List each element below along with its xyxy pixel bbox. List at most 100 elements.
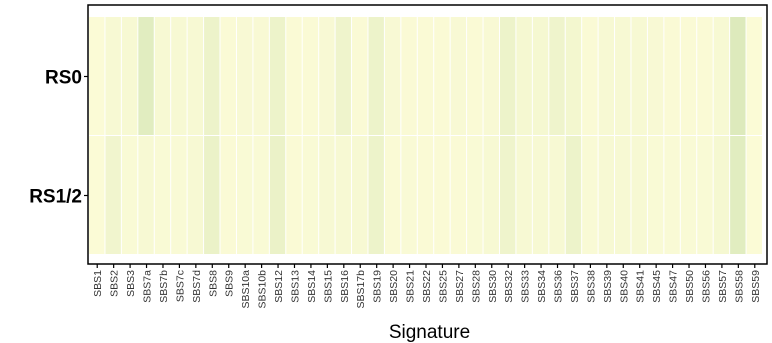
panel-border [87,4,768,265]
heatmap-cell-RS0-SBS30 [483,17,499,135]
heatmap-cell-RS1-2-SBS57 [713,136,730,254]
x-tick-label: SBS21 [405,270,417,303]
heatmap-cell-RS1-2-SBS13 [286,136,302,254]
y-tick-label: RS0 [45,68,82,89]
heatmap-cell-RS1-2-SBS34 [532,136,549,254]
heatmap-cell-RS0-SBS47 [664,17,680,135]
heatmap-cell-RS0-SBS28 [467,17,483,135]
x-tick-label: SBS25 [437,270,449,303]
heatmap-cell-RS1-2-SBS33 [516,136,532,254]
heatmap-cell-RS0-SBS21 [401,17,417,135]
x-tick-label: SBS16 [339,270,351,303]
x-tick-label: SBS7a [142,270,154,303]
heatmap-cell-RS0-SBS57 [713,17,730,135]
heatmap-cell-RS1-2-SBS3 [121,136,138,254]
heatmap-cell-RS0-SBS1 [89,17,105,135]
x-tick-label: SBS20 [388,270,400,303]
heatmap-cell-RS0-SBS40 [615,17,631,135]
heatmap-cell-RS1-2-SBS17b [352,136,368,254]
heatmap-cell-RS0-SBS7d [187,17,204,135]
x-tick-label: SBS7c [174,270,186,302]
x-tick-label: SBS45 [651,270,663,303]
heatmap-cell-RS1-2-SBS20 [384,136,401,254]
heatmap-cell-RS0-SBS59 [746,17,762,135]
heatmap-cell-RS0-SBS34 [532,17,549,135]
heatmap-cell-RS1-2-SBS22 [417,136,434,254]
heatmap-cell-RS0-SBS27 [450,17,467,135]
heatmap-cell-RS0-SBS17b [352,17,368,135]
heatmap-cell-RS0-SBS56 [697,17,713,135]
x-tick-label: SBS56 [700,270,712,303]
heatmap-cell-RS1-2-SBS36 [549,136,565,254]
heatmap-cell-RS0-SBS14 [302,17,319,135]
heatmap-cell-RS1-2-SBS12 [269,136,286,254]
heatmap-cell-RS0-SBS38 [582,17,598,135]
heatmap-cell-RS1-2-SBS7c [171,136,187,254]
x-tick-label: SBS32 [503,270,515,303]
heatmap-cell-RS1-2-SBS14 [302,136,319,254]
heatmap-cell-RS0-SBS7b [154,17,171,135]
heatmap-cell-RS0-SBS25 [434,17,450,135]
x-tick-label: SBS27 [454,270,466,303]
heatmap-cell-RS1-2-SBS45 [647,136,664,254]
x-tick-label: SBS39 [602,270,614,303]
heatmap-cell-RS1-2-SBS39 [598,136,615,254]
x-tick-label: SBS7b [158,270,170,303]
heatmap-cell-RS1-2-SBS25 [434,136,450,254]
x-tick-label: SBS40 [618,270,630,303]
x-tick-label: SBS19 [372,270,384,303]
heatmap-cell-RS0-SBS10a [236,17,253,135]
heatmap-cell-RS0-SBS36 [549,17,565,135]
heatmap-cell-RS0-SBS41 [631,17,647,135]
heatmap-cell-RS0-SBS39 [598,17,615,135]
x-tick-label: SBS2 [109,270,121,297]
heatmap-cell-RS1-2-SBS15 [319,136,335,254]
x-tick-label: SBS10a [240,270,252,309]
x-tick-label: SBS38 [585,270,597,303]
x-tick-label: SBS33 [520,270,532,303]
heatmap-cell-RS1-2-SBS38 [582,136,598,254]
heatmap-cell-RS0-SBS3 [121,17,138,135]
heatmap-cell-RS0-SBS9 [220,17,236,135]
heatmap-cell-RS1-2-SBS21 [401,136,417,254]
x-tick-label: SBS17b [355,270,367,309]
heatmap-cell-RS1-2-SBS37 [565,136,582,254]
x-tick-label: SBS3 [125,270,137,297]
x-tick-label: SBS41 [635,270,647,303]
heatmap-cell-RS1-2-SBS41 [631,136,647,254]
x-tick-label: SBS57 [717,270,729,303]
heatmap-cell-RS0-SBS37 [565,17,582,135]
heatmap-cell-RS1-2-SBS27 [450,136,467,254]
x-tick-label: SBS13 [289,270,301,303]
heatmap-cell-RS0-SBS15 [319,17,335,135]
heatmap-cell-RS1-2-SBS47 [664,136,680,254]
x-tick-label: SBS59 [750,270,762,303]
heatmap-cells [89,17,762,254]
x-tick-label: SBS22 [421,270,433,303]
x-tick-label: SBS28 [470,270,482,303]
heatmap-cell-RS0-SBS58 [730,17,746,135]
x-tick-label: SBS1 [92,270,104,297]
x-tick-label: SBS10b [257,270,269,309]
x-tick-label: SBS7d [191,270,203,303]
heatmap-cell-RS0-SBS45 [647,17,664,135]
x-tick-label: SBS50 [684,270,696,303]
x-axis-label: Signature [389,322,470,343]
x-tick-label: SBS34 [536,270,548,303]
heatmap-cell-RS0-SBS50 [680,17,697,135]
heatmap-cell-RS0-SBS20 [384,17,401,135]
heatmap-cell-RS1-2-SBS28 [467,136,483,254]
heatmap-cell-RS1-2-SBS19 [368,136,384,254]
heatmap-cell-RS1-2-SBS7b [154,136,171,254]
x-tick-label: SBS9 [224,270,236,297]
heatmap-cell-RS1-2-SBS9 [220,136,236,254]
heatmap-cell-RS1-2-SBS30 [483,136,499,254]
x-tick-label: SBS8 [207,270,219,297]
heatmap-cell-RS1-2-SBS16 [335,136,352,254]
x-tick-label: SBS58 [733,270,745,303]
heatmap-cell-RS0-SBS22 [417,17,434,135]
heatmap-cell-RS1-2-SBS7d [187,136,204,254]
x-tick-label: SBS37 [569,270,581,303]
heatmap-cell-RS1-2-SBS7a [138,136,154,254]
